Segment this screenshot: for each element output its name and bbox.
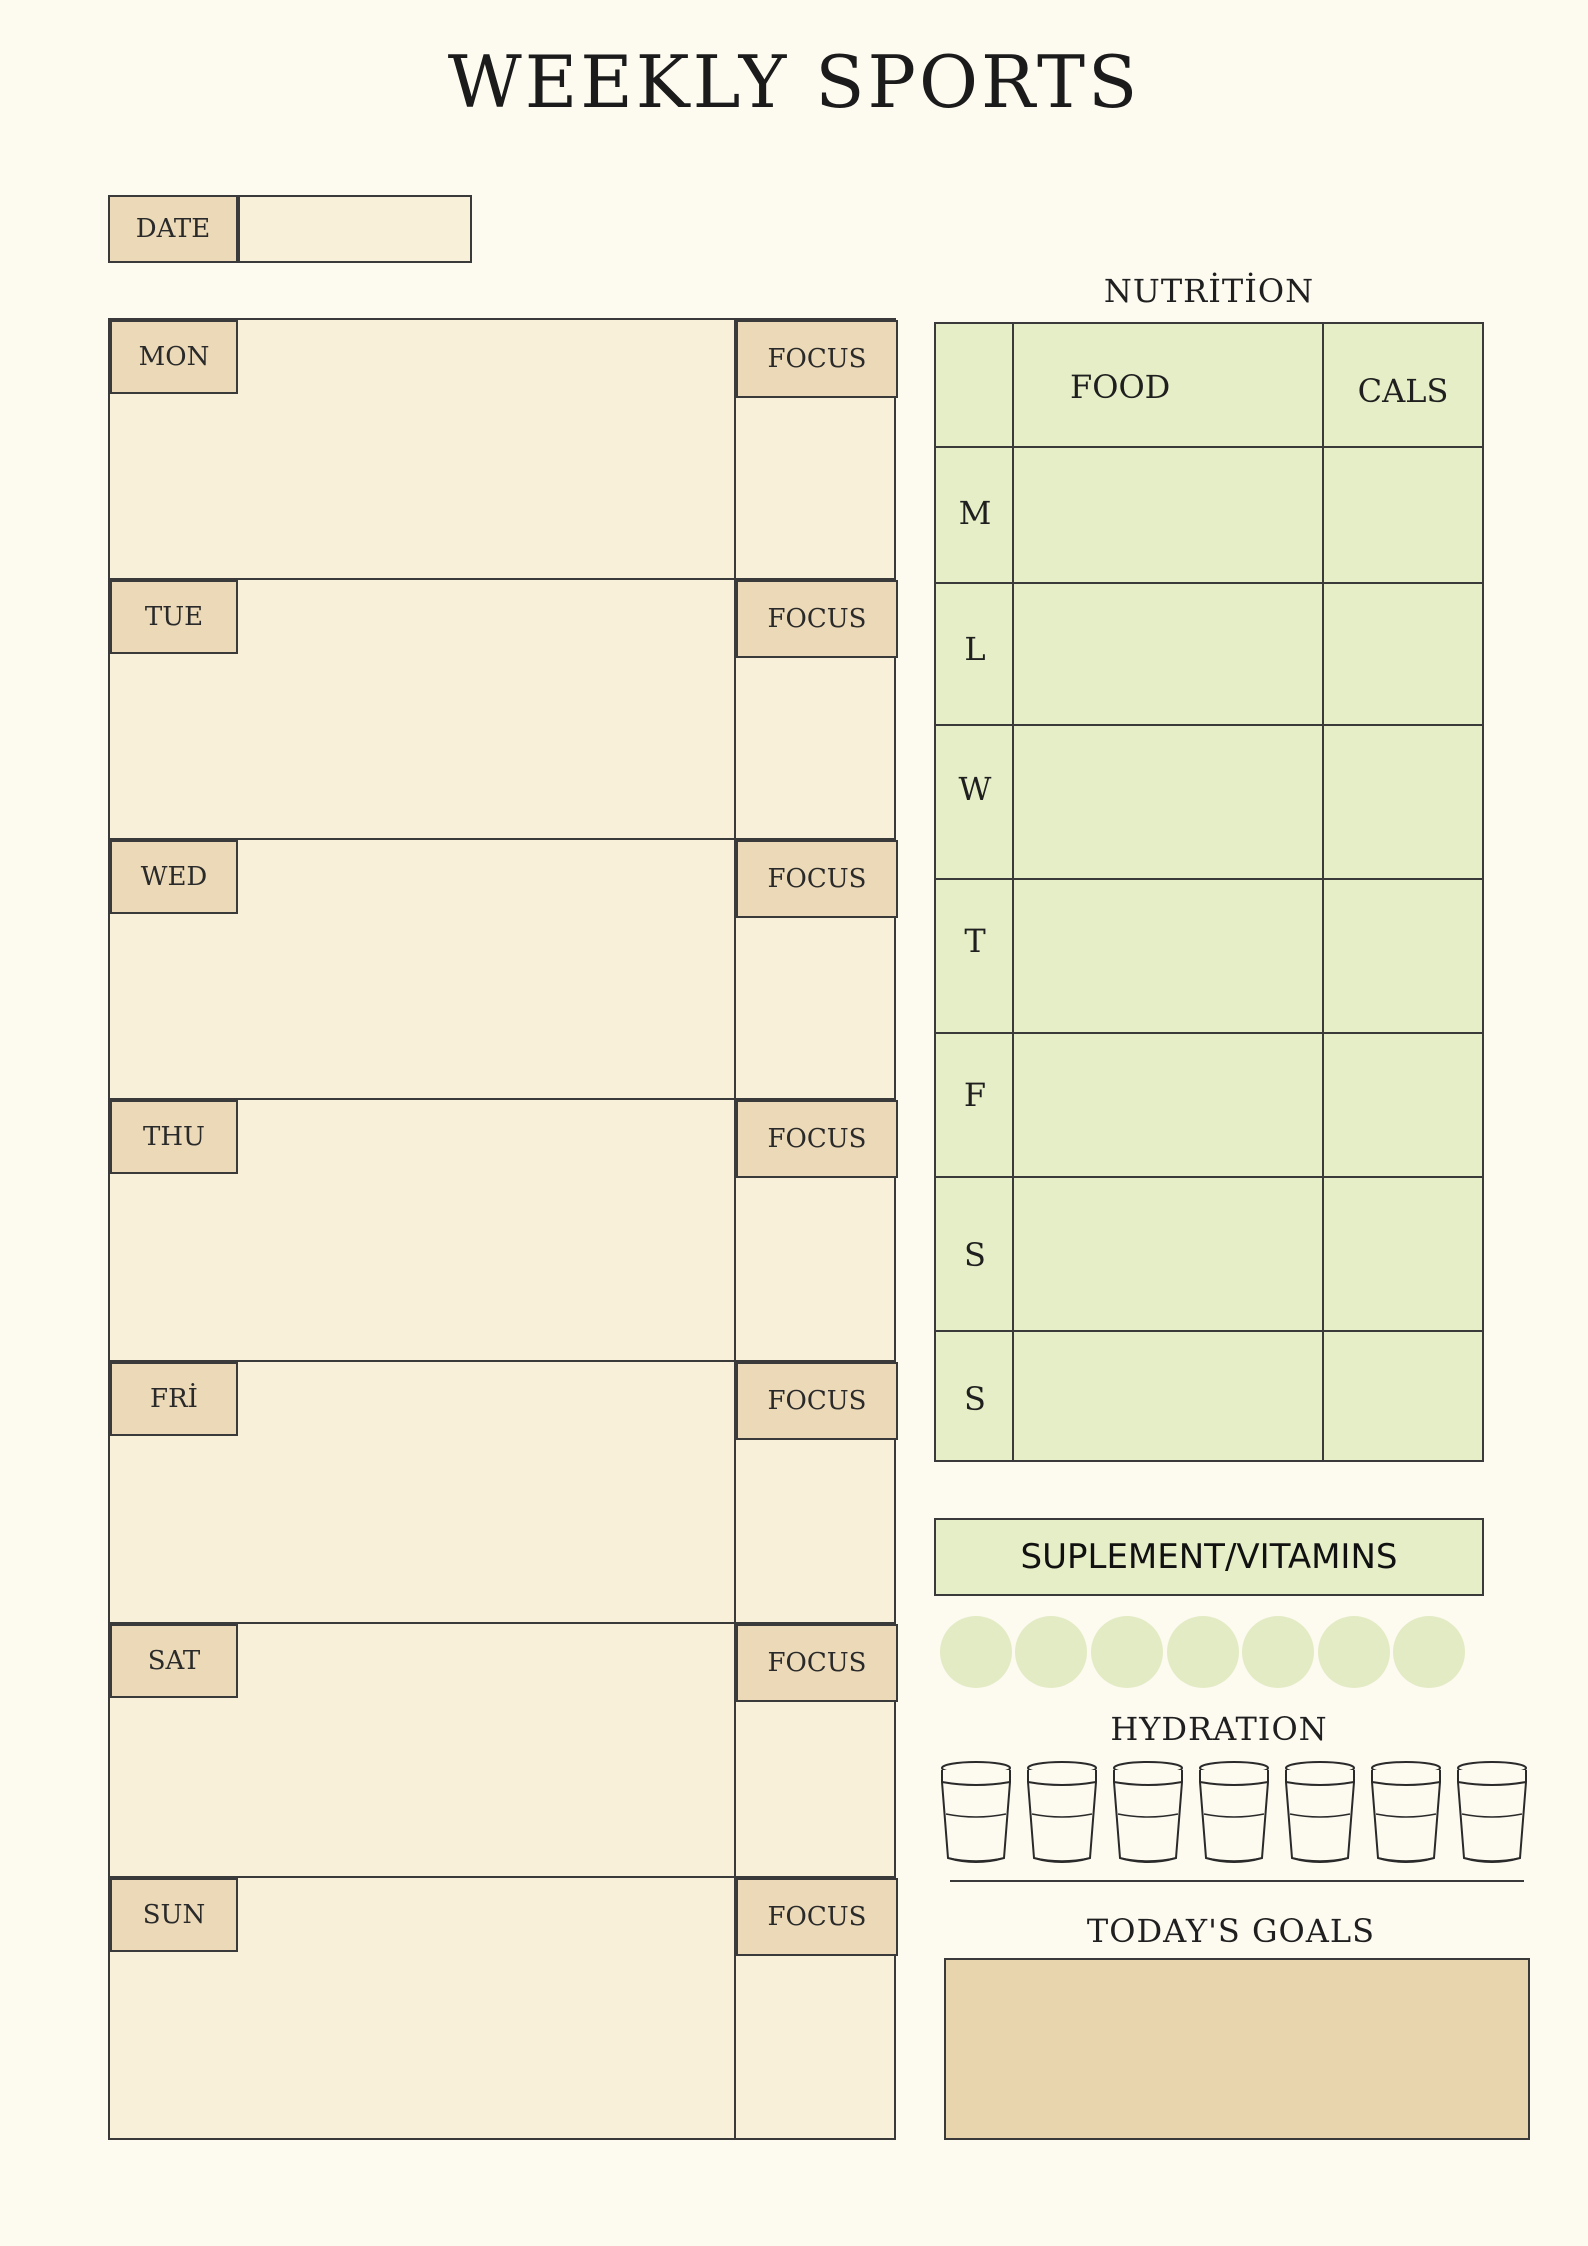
day-label-tue: TUE [110, 580, 238, 654]
nutrition-day-label: W [958, 770, 992, 808]
focus-box-sat[interactable]: FOCUS [734, 1622, 898, 1878]
table-divider [936, 1176, 1482, 1178]
day-box-wed[interactable]: WED [108, 838, 736, 1100]
focus-label: FOCUS [736, 1624, 898, 1702]
supplement-dot[interactable] [1015, 1616, 1087, 1688]
day-label-sat: SAT [110, 1624, 238, 1698]
cals-header: CALS [1357, 372, 1449, 410]
table-divider [936, 1330, 1482, 1332]
nutrition-day-label: T [964, 922, 986, 960]
nutrition-day-label: S [964, 1380, 986, 1418]
supplements-header: SUPLEMENT/VITAMINS [934, 1518, 1484, 1596]
hydration-shelf-line [950, 1880, 1524, 1882]
day-label-sun: SUN [110, 1878, 238, 1952]
day-box-tue[interactable]: TUE [108, 578, 736, 840]
date-field[interactable] [238, 195, 472, 263]
day-label-wed: WED [110, 840, 238, 914]
table-divider [936, 1032, 1482, 1034]
date-label: DATE [108, 195, 238, 263]
supplement-dot[interactable] [1242, 1616, 1314, 1688]
table-divider [1012, 324, 1014, 1460]
focus-label: FOCUS [736, 1100, 898, 1178]
water-cup-icon[interactable] [1456, 1760, 1528, 1868]
day-box-sat[interactable]: SAT [108, 1622, 736, 1878]
water-cup-icon[interactable] [1370, 1760, 1442, 1868]
supplement-dot[interactable] [1167, 1616, 1239, 1688]
supplement-dot[interactable] [1318, 1616, 1390, 1688]
supplement-dot[interactable] [1091, 1616, 1163, 1688]
focus-box-mon[interactable]: FOCUS [734, 318, 898, 580]
water-cup-icon[interactable] [1026, 1760, 1098, 1868]
supplement-dot[interactable] [940, 1616, 1012, 1688]
table-divider [936, 446, 1482, 448]
focus-label: FOCUS [736, 1878, 898, 1956]
focus-box-wed[interactable]: FOCUS [734, 838, 898, 1100]
focus-box-tue[interactable]: FOCUS [734, 578, 898, 840]
water-cup-icon[interactable] [1284, 1760, 1356, 1868]
focus-label: FOCUS [736, 580, 898, 658]
water-cup-icon[interactable] [1198, 1760, 1270, 1868]
nutrition-day-label: M [958, 494, 992, 532]
water-cup-icon[interactable] [940, 1760, 1012, 1868]
day-label-fri: FRİ [110, 1362, 238, 1436]
nutrition-title: NUTRİTİON [1103, 272, 1315, 310]
day-label-mon: MON [110, 320, 238, 394]
goals-title: TODAY'S GOALS [1086, 1912, 1376, 1950]
focus-label: FOCUS [736, 320, 898, 398]
day-box-fri[interactable]: FRİ [108, 1360, 736, 1624]
focus-box-thu[interactable]: FOCUS [734, 1098, 898, 1362]
table-divider [936, 582, 1482, 584]
focus-box-sun[interactable]: FOCUS [734, 1876, 898, 2140]
hydration-title: HYDRATION [1110, 1710, 1328, 1748]
table-divider [936, 878, 1482, 880]
day-box-thu[interactable]: THU [108, 1098, 736, 1362]
day-box-mon[interactable]: MON [108, 318, 736, 580]
nutrition-table: FOOD CALS M L W T F S S [934, 322, 1484, 1462]
supplement-dot[interactable] [1393, 1616, 1465, 1688]
focus-box-fri[interactable]: FOCUS [734, 1360, 898, 1624]
day-box-sun[interactable]: SUN [108, 1876, 736, 2140]
weekly-schedule: MON FOCUS TUE FOCUS WED FOCUS THU FOCUS … [108, 318, 898, 2140]
focus-label: FOCUS [736, 1362, 898, 1440]
goals-box[interactable] [944, 1958, 1530, 2140]
table-divider [936, 724, 1482, 726]
focus-label: FOCUS [736, 840, 898, 918]
nutrition-day-label: S [964, 1236, 986, 1274]
day-label-thu: THU [110, 1100, 238, 1174]
nutrition-day-label: L [964, 630, 986, 668]
nutrition-day-label: F [963, 1076, 987, 1114]
table-divider [1322, 324, 1324, 1460]
food-header: FOOD [1070, 368, 1171, 406]
page-title: WEEKLY SPORTS [447, 40, 1141, 124]
water-cup-icon[interactable] [1112, 1760, 1184, 1868]
